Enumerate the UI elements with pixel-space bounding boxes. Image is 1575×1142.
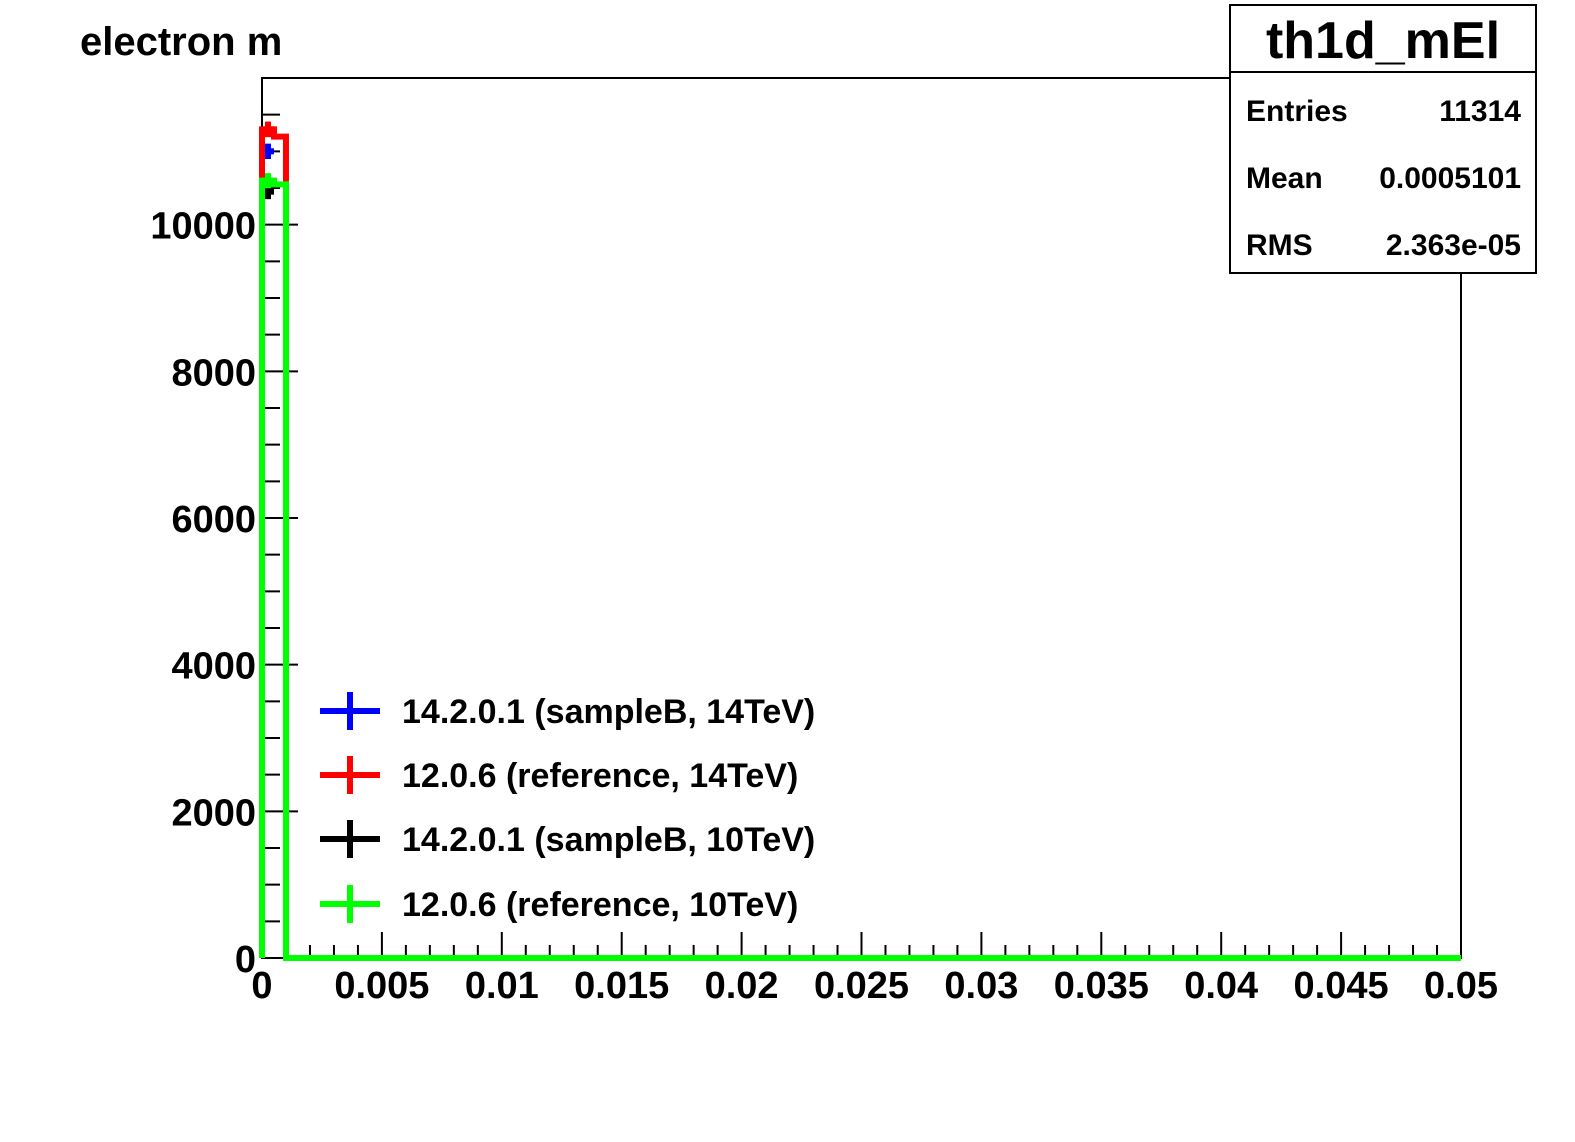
y-axis-ticks xyxy=(262,77,298,959)
y-tick-label: 8000 xyxy=(171,352,256,394)
y-tick-label: 0 xyxy=(235,939,256,981)
chart-title: electron m xyxy=(80,20,282,64)
x-tick-label: 0 xyxy=(251,965,272,1007)
x-tick-label: 0.02 xyxy=(705,965,779,1007)
legend-entry: 14.2.0.1 (sampleB, 14TeV) xyxy=(320,692,815,731)
y-tick-label: 4000 xyxy=(171,646,256,688)
stats-box: th1d_mEl Entries 11314 Mean 0.0005101 RM… xyxy=(1229,4,1537,274)
x-tick-label: 0.005 xyxy=(334,965,429,1007)
legend-entry: 14.2.0.1 (sampleB, 10TeV) xyxy=(320,820,815,859)
stats-mean-label: Mean xyxy=(1246,162,1323,195)
legend-entry: 12.0.6 (reference, 10TeV) xyxy=(320,885,798,924)
y-tick-label: 6000 xyxy=(171,499,256,541)
legend-label: 12.0.6 (reference, 14TeV) xyxy=(402,757,798,795)
stats-rms-label: RMS xyxy=(1246,229,1313,262)
legend: 14.2.0.1 (sampleB, 14TeV) 12.0.6 (refere… xyxy=(320,692,815,924)
x-axis-ticks xyxy=(261,932,1462,958)
stats-box-title: th1d_mEl xyxy=(1266,12,1500,70)
legend-entry: 12.0.6 (reference, 14TeV) xyxy=(320,756,798,795)
x-axis-tick-labels: 0 0.005 0.01 0.015 0.02 0.025 0.03 0.035 0.04 0.0… xyxy=(251,965,1498,1007)
series-layer xyxy=(259,121,1461,961)
x-tick-label: 0.015 xyxy=(574,965,669,1007)
x-tick-label: 0.025 xyxy=(814,965,909,1007)
stats-entries-label: Entries xyxy=(1246,95,1348,128)
series-00ff00 xyxy=(259,173,1461,961)
legend-label: 12.0.6 (reference, 10TeV) xyxy=(402,886,798,924)
y-axis-tick-labels: 0 2000 4000 6000 8000 10000 xyxy=(150,206,256,981)
y-tick-label: 2000 xyxy=(171,792,256,834)
x-tick-label: 0.01 xyxy=(465,965,539,1007)
stats-mean-value: 0.0005101 xyxy=(1379,162,1521,195)
x-tick-label: 0.04 xyxy=(1184,965,1258,1007)
x-tick-label: 0.045 xyxy=(1294,965,1389,1007)
y-tick-label: 10000 xyxy=(150,206,256,248)
legend-label: 14.2.0.1 (sampleB, 14TeV) xyxy=(402,693,815,731)
stats-rms-value: 2.363e-05 xyxy=(1386,229,1521,262)
legend-label: 14.2.0.1 (sampleB, 10TeV) xyxy=(402,821,815,859)
stats-entries-value: 11314 xyxy=(1439,95,1521,128)
stats-box-frame xyxy=(1229,4,1537,274)
x-tick-label: 0.035 xyxy=(1054,965,1149,1007)
x-tick-label: 0.03 xyxy=(944,965,1018,1007)
x-tick-label: 0.05 xyxy=(1424,965,1498,1007)
